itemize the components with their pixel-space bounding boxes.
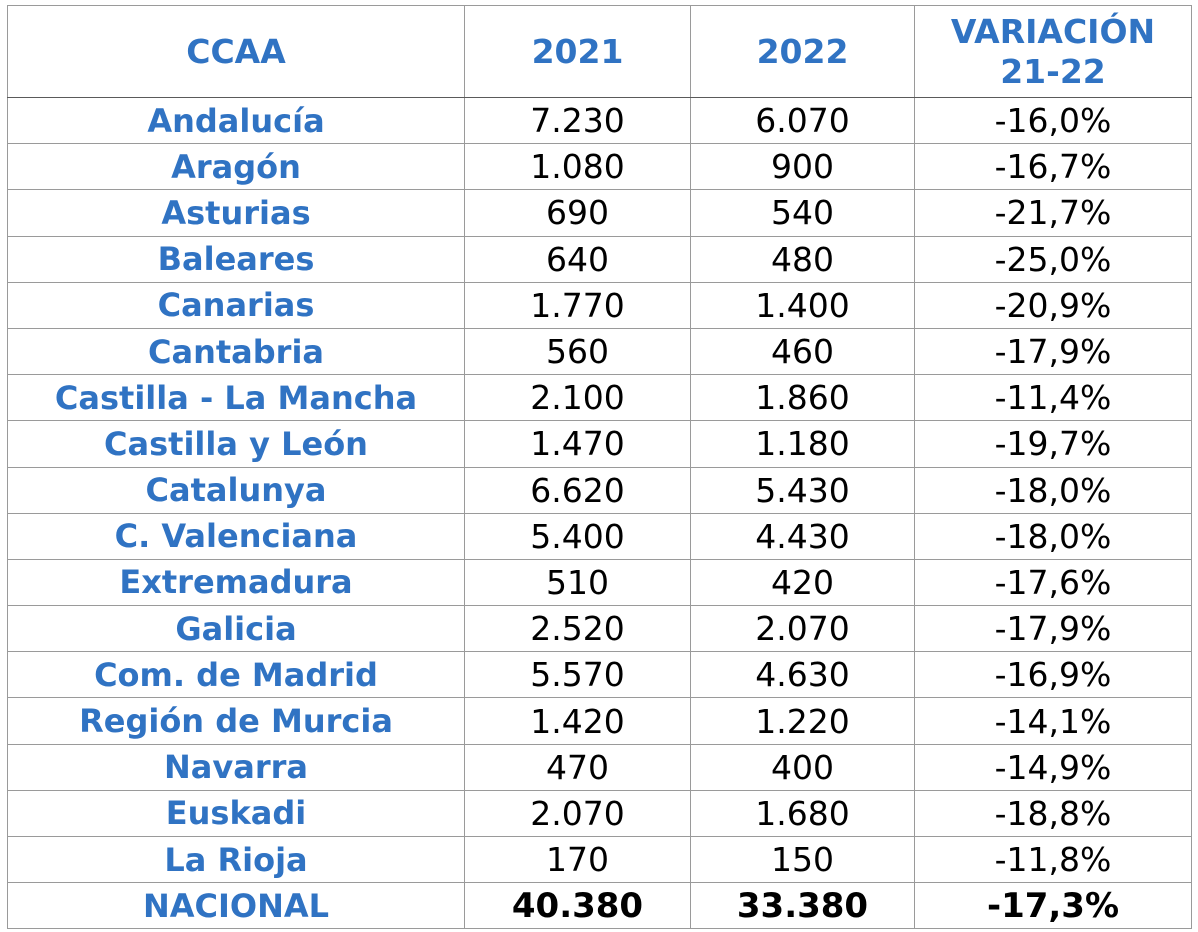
- region-name: Aragón: [7, 143, 465, 191]
- variation-value: -19,7%: [914, 420, 1192, 468]
- value-2022: 4.430: [690, 512, 915, 560]
- region-name: Com. de Madrid: [7, 651, 465, 699]
- table-row: Galicia 2.520 2.070 -17,9%: [7, 605, 1192, 653]
- value-2021: 510: [464, 558, 691, 607]
- variation-value: -17,9%: [914, 605, 1192, 653]
- total-region-name: NACIONAL: [7, 882, 465, 930]
- table-row: La Rioja 170 150 -11,8%: [7, 835, 1192, 884]
- value-2022: 460: [690, 327, 915, 376]
- variation-value: -17,9%: [914, 327, 1192, 376]
- value-2021: 5.400: [464, 512, 691, 560]
- value-2022: 1.400: [690, 281, 915, 329]
- table-row: Navarra 470 400 -14,9%: [7, 743, 1192, 791]
- variation-value: -11,8%: [914, 835, 1192, 884]
- region-name: Andalucía: [7, 96, 465, 145]
- total-value-2021: 40.380: [464, 882, 691, 930]
- region-name: La Rioja: [7, 835, 465, 884]
- variation-value: -14,1%: [914, 697, 1192, 745]
- value-2021: 2.520: [464, 605, 691, 653]
- variation-value: -16,0%: [914, 96, 1192, 145]
- region-name: Navarra: [7, 743, 465, 791]
- variation-value: -16,7%: [914, 143, 1192, 191]
- table-row: Canarias 1.770 1.400 -20,9%: [7, 281, 1192, 329]
- region-name: Región de Murcia: [7, 697, 465, 745]
- value-2022: 1.860: [690, 374, 915, 422]
- header-variation-line1: VARIACIÓN: [950, 11, 1156, 51]
- value-2021: 470: [464, 743, 691, 791]
- table-row: C. Valenciana 5.400 4.430 -18,0%: [7, 512, 1192, 560]
- value-2022: 5.430: [690, 466, 915, 514]
- variation-value: -16,9%: [914, 651, 1192, 699]
- variation-value: -18,8%: [914, 789, 1192, 838]
- value-2021: 1.770: [464, 281, 691, 329]
- value-2022: 540: [690, 189, 915, 237]
- table-row: Com. de Madrid 5.570 4.630 -16,9%: [7, 651, 1192, 699]
- value-2022: 1.180: [690, 420, 915, 468]
- header-2022: 2022: [690, 5, 915, 98]
- region-name: Galicia: [7, 605, 465, 653]
- value-2022: 1.220: [690, 697, 915, 745]
- table-row: Catalunya 6.620 5.430 -18,0%: [7, 466, 1192, 514]
- value-2021: 170: [464, 835, 691, 884]
- table-row: Baleares 640 480 -25,0%: [7, 235, 1192, 283]
- table-row: Asturias 690 540 -21,7%: [7, 189, 1192, 237]
- variation-value: -17,6%: [914, 558, 1192, 607]
- region-name: Euskadi: [7, 789, 465, 838]
- variation-value: -14,9%: [914, 743, 1192, 791]
- region-name: Catalunya: [7, 466, 465, 514]
- value-2022: 150: [690, 835, 915, 884]
- value-2021: 2.070: [464, 789, 691, 838]
- region-name: Canarias: [7, 281, 465, 329]
- value-2022: 6.070: [690, 96, 915, 145]
- value-2021: 640: [464, 235, 691, 283]
- value-2021: 2.100: [464, 374, 691, 422]
- table-row: Euskadi 2.070 1.680 -18,8%: [7, 789, 1192, 838]
- region-name: Extremadura: [7, 558, 465, 607]
- value-2021: 560: [464, 327, 691, 376]
- value-2022: 480: [690, 235, 915, 283]
- region-name: Castilla - La Mancha: [7, 374, 465, 422]
- region-name: Asturias: [7, 189, 465, 237]
- value-2022: 2.070: [690, 605, 915, 653]
- variation-value: -20,9%: [914, 281, 1192, 329]
- table-row: Andalucía 7.230 6.070 -16,0%: [7, 96, 1192, 145]
- header-2021: 2021: [464, 5, 691, 98]
- table-row: Aragón 1.080 900 -16,7%: [7, 143, 1192, 191]
- table-row: Región de Murcia 1.420 1.220 -14,1%: [7, 697, 1192, 745]
- variation-value: -25,0%: [914, 235, 1192, 283]
- total-variation-value: -17,3%: [914, 882, 1192, 930]
- table-row: Castilla y León 1.470 1.180 -19,7%: [7, 420, 1192, 468]
- variation-value: -18,0%: [914, 466, 1192, 514]
- region-name: Baleares: [7, 235, 465, 283]
- table-row: Cantabria 560 460 -17,9%: [7, 327, 1192, 376]
- total-value-2022: 33.380: [690, 882, 915, 930]
- variation-value: -18,0%: [914, 512, 1192, 560]
- value-2021: 7.230: [464, 96, 691, 145]
- value-2022: 420: [690, 558, 915, 607]
- value-2021: 1.470: [464, 420, 691, 468]
- header-ccaa: CCAA: [7, 5, 465, 98]
- value-2021: 5.570: [464, 651, 691, 699]
- value-2021: 1.420: [464, 697, 691, 745]
- ccaa-table: CCAA 2021 2022 VARIACIÓN 21-22 Andalucía…: [7, 5, 1192, 930]
- variation-value: -11,4%: [914, 374, 1192, 422]
- value-2022: 900: [690, 143, 915, 191]
- region-name: Castilla y León: [7, 420, 465, 468]
- value-2022: 4.630: [690, 651, 915, 699]
- variation-value: -21,7%: [914, 189, 1192, 237]
- value-2021: 690: [464, 189, 691, 237]
- value-2021: 1.080: [464, 143, 691, 191]
- value-2021: 6.620: [464, 466, 691, 514]
- table-row: Castilla - La Mancha 2.100 1.860 -11,4%: [7, 374, 1192, 422]
- header-row: CCAA 2021 2022 VARIACIÓN 21-22: [7, 5, 1192, 98]
- total-row: NACIONAL 40.380 33.380 -17,3%: [7, 882, 1192, 930]
- value-2022: 400: [690, 743, 915, 791]
- region-name: Cantabria: [7, 327, 465, 376]
- header-variation: VARIACIÓN 21-22: [914, 5, 1192, 98]
- region-name: C. Valenciana: [7, 512, 465, 560]
- header-variation-line2: 21-22: [1000, 51, 1106, 91]
- value-2022: 1.680: [690, 789, 915, 838]
- table-row: Extremadura 510 420 -17,6%: [7, 558, 1192, 607]
